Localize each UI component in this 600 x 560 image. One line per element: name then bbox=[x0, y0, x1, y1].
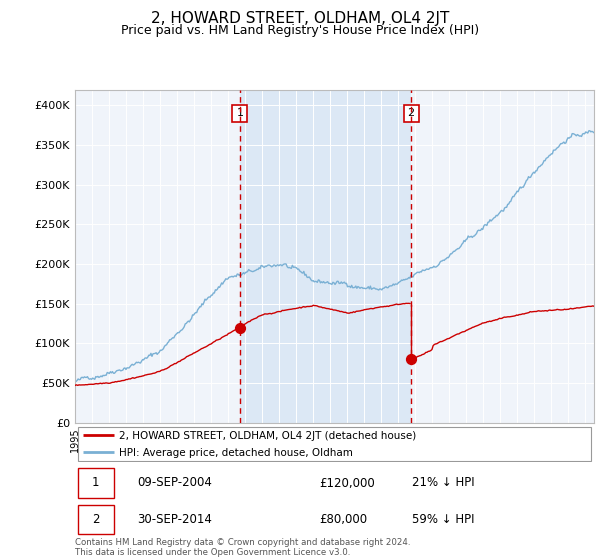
Bar bbox=[240, 90, 411, 423]
Text: 2: 2 bbox=[407, 109, 415, 118]
Text: HPI: Average price, detached house, Oldham: HPI: Average price, detached house, Oldh… bbox=[119, 447, 353, 458]
Text: 1: 1 bbox=[236, 109, 244, 118]
Text: 30-SEP-2014: 30-SEP-2014 bbox=[137, 513, 212, 526]
Point bbox=[235, 323, 245, 332]
Text: £120,000: £120,000 bbox=[319, 477, 374, 489]
Text: Price paid vs. HM Land Registry's House Price Index (HPI): Price paid vs. HM Land Registry's House … bbox=[121, 24, 479, 36]
Text: Contains HM Land Registry data © Crown copyright and database right 2024.
This d: Contains HM Land Registry data © Crown c… bbox=[75, 538, 410, 557]
Text: 09-SEP-2004: 09-SEP-2004 bbox=[137, 477, 212, 489]
Point bbox=[406, 355, 416, 364]
FancyBboxPatch shape bbox=[77, 427, 592, 460]
Text: £80,000: £80,000 bbox=[319, 513, 367, 526]
Text: 2: 2 bbox=[92, 513, 100, 526]
Text: 59% ↓ HPI: 59% ↓ HPI bbox=[412, 513, 475, 526]
FancyBboxPatch shape bbox=[77, 468, 114, 498]
FancyBboxPatch shape bbox=[77, 505, 114, 534]
Text: 2, HOWARD STREET, OLDHAM, OL4 2JT (detached house): 2, HOWARD STREET, OLDHAM, OL4 2JT (detac… bbox=[119, 431, 416, 441]
Text: 2, HOWARD STREET, OLDHAM, OL4 2JT: 2, HOWARD STREET, OLDHAM, OL4 2JT bbox=[151, 11, 449, 26]
Text: 21% ↓ HPI: 21% ↓ HPI bbox=[412, 477, 475, 489]
Text: 1: 1 bbox=[92, 477, 100, 489]
